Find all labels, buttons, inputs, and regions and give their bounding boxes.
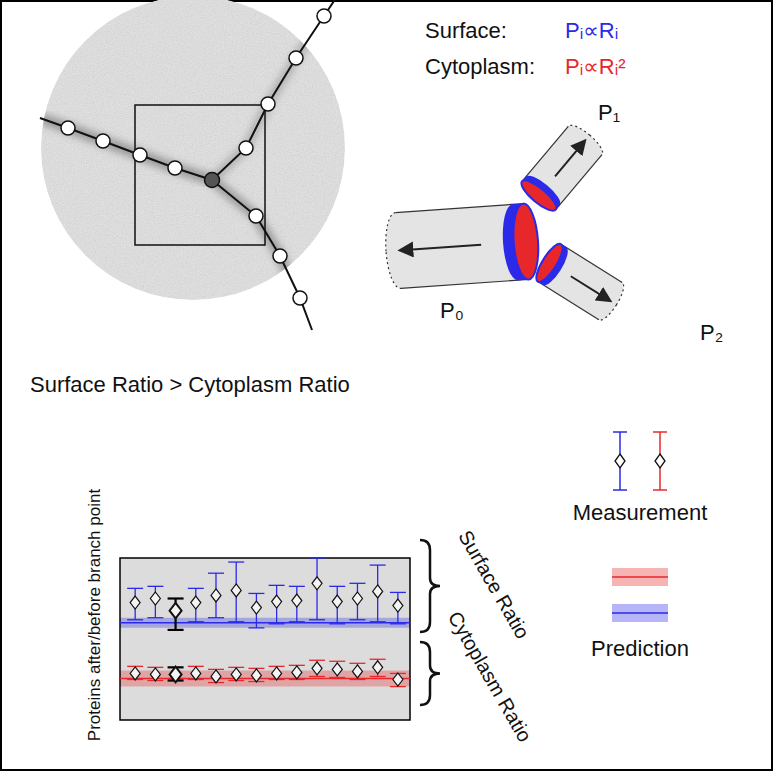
svg-text:Surface:: Surface: [425, 18, 507, 43]
svg-text:P₂: P₂ [700, 320, 723, 345]
svg-text:Proteins after/before branch p: Proteins after/before branch point [85, 489, 104, 742]
svg-text:Surface Ratio: Surface Ratio [454, 526, 534, 643]
svg-text:Surface Ratio > Cytoplasm Rati: Surface Ratio > Cytoplasm Ratio [30, 372, 350, 397]
svg-text:Cytoplasm:: Cytoplasm: [425, 54, 535, 79]
svg-text:P₀: P₀ [440, 298, 464, 323]
svg-text:Pᵢ∝Rᵢ: Pᵢ∝Rᵢ [565, 18, 618, 43]
svg-text:Prediction: Prediction [591, 636, 689, 661]
svg-text:Measurement: Measurement [573, 500, 708, 525]
svg-text:P₁: P₁ [598, 100, 620, 125]
svg-text:Pᵢ∝Rᵢ²: Pᵢ∝Rᵢ² [565, 54, 626, 79]
svg-text:Cytoplasm Ratio: Cytoplasm Ratio [444, 607, 536, 745]
